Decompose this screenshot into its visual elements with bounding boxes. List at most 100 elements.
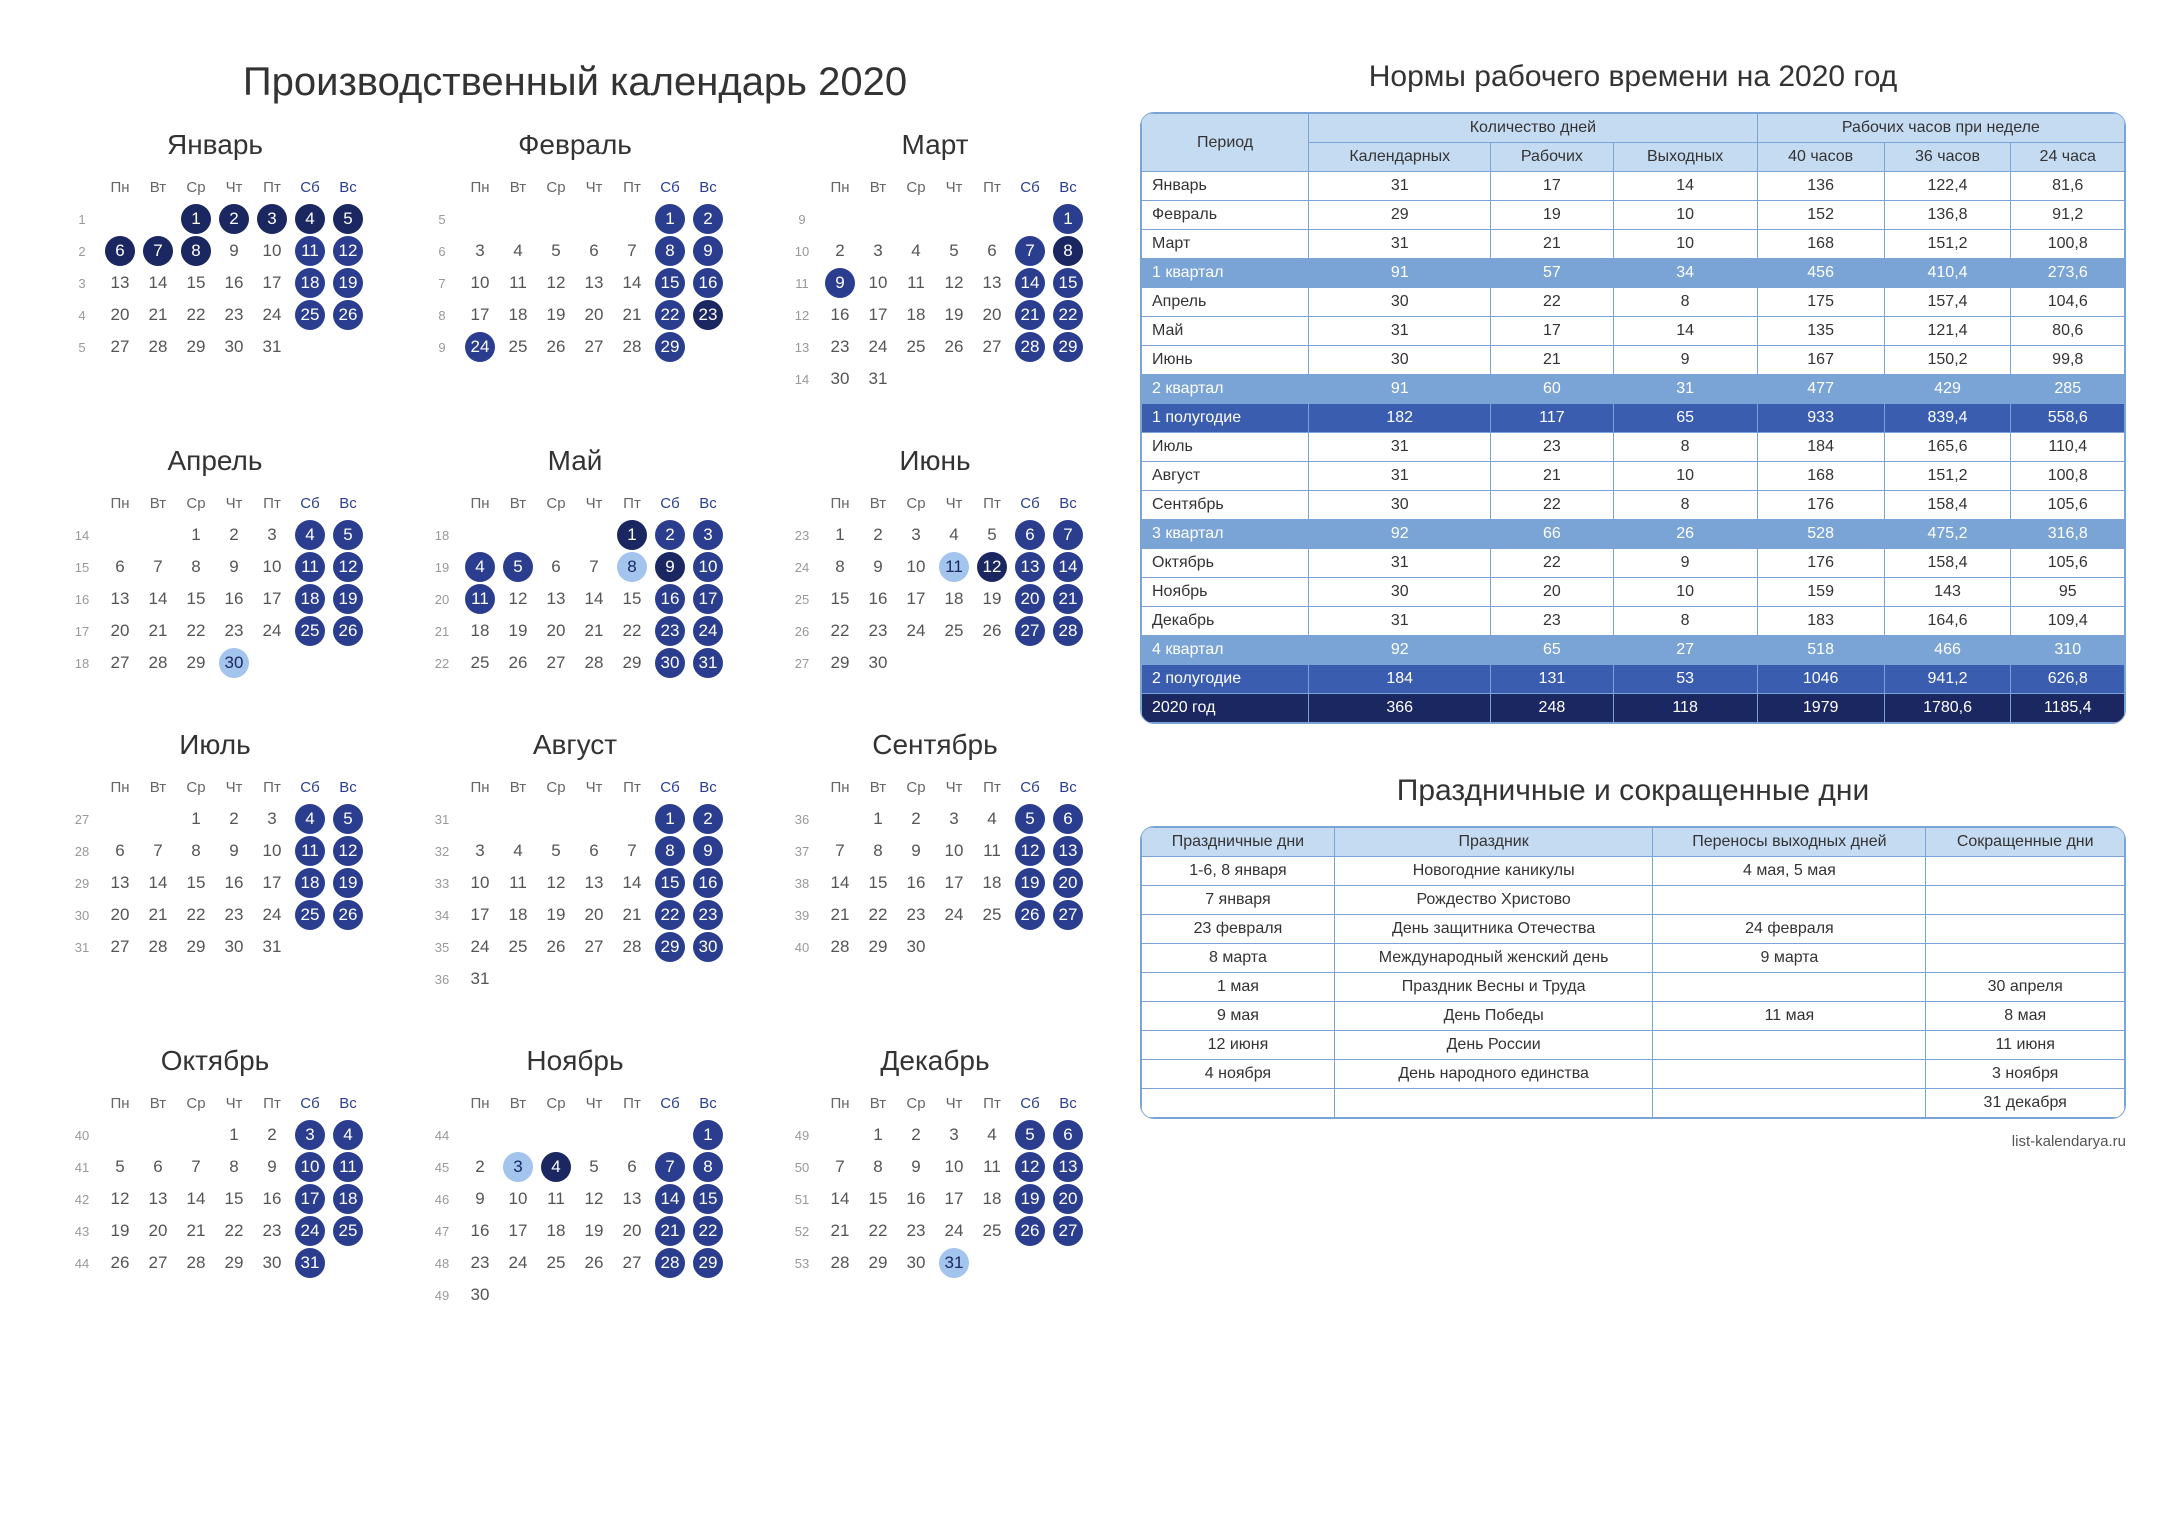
week-number: 28 xyxy=(63,835,101,867)
day-cell: 1 xyxy=(177,203,215,235)
day-cell: 23 xyxy=(897,899,935,931)
day-cell: 10 xyxy=(291,1151,329,1183)
day-cell: 1 xyxy=(1049,203,1087,235)
week-number: 14 xyxy=(63,519,101,551)
day-cell: 28 xyxy=(821,931,859,963)
day-header: Пт xyxy=(973,487,1011,519)
day-cell: 13 xyxy=(101,267,139,299)
norms-cell: Октябрь xyxy=(1142,549,1309,578)
norms-cell: 168 xyxy=(1757,462,1884,491)
day-cell: 26 xyxy=(329,615,367,647)
holidays-cell xyxy=(1653,886,1926,915)
day-cell: 16 xyxy=(253,1183,291,1215)
norms-cell: 10 xyxy=(1613,462,1757,491)
day-cell: 28 xyxy=(651,1247,689,1279)
norms-cell: 410,4 xyxy=(1884,259,2011,288)
day-cell: 31 xyxy=(461,963,499,995)
day-cell: 8 xyxy=(177,835,215,867)
week-number: 26 xyxy=(783,615,821,647)
day-cell: 16 xyxy=(461,1215,499,1247)
day-cell: 5 xyxy=(499,551,537,583)
day-cell: 21 xyxy=(651,1215,689,1247)
week-number: 1 xyxy=(63,203,101,235)
day-cell: 20 xyxy=(101,299,139,331)
day-cell: 18 xyxy=(973,1183,1011,1215)
norms-cell: 81,6 xyxy=(2011,172,2125,201)
day-cell: 3 xyxy=(897,519,935,551)
week-number: 48 xyxy=(423,1247,461,1279)
day-cell: 20 xyxy=(613,1215,651,1247)
day-cell: 13 xyxy=(575,267,613,299)
day-cell: 15 xyxy=(689,1183,727,1215)
day-cell: 21 xyxy=(139,615,177,647)
day-header: Вт xyxy=(859,771,897,803)
day-cell: 18 xyxy=(291,583,329,615)
norms-cell: 91 xyxy=(1309,375,1491,404)
day-cell: 24 xyxy=(253,299,291,331)
day-cell: 25 xyxy=(537,1247,575,1279)
day-cell: 6 xyxy=(1049,803,1087,835)
week-number: 40 xyxy=(783,931,821,963)
calendar-grid: ЯнварьПнВтСрЧтПтСбВс11234526789101112313… xyxy=(50,129,1100,1311)
day-cell: 30 xyxy=(897,931,935,963)
day-cell: 21 xyxy=(821,899,859,931)
day-cell: 21 xyxy=(1049,583,1087,615)
day-cell: 9 xyxy=(215,835,253,867)
day-cell: 11 xyxy=(461,583,499,615)
day-cell: 28 xyxy=(1011,331,1049,363)
norms-cell: 105,6 xyxy=(2011,549,2125,578)
day-cell: 28 xyxy=(139,931,177,963)
norms-cell: 8 xyxy=(1613,607,1757,636)
day-cell: 10 xyxy=(461,267,499,299)
day-cell: 24 xyxy=(689,615,727,647)
day-header: Вт xyxy=(139,1087,177,1119)
day-cell: 24 xyxy=(935,1215,973,1247)
day-cell: 27 xyxy=(101,931,139,963)
day-cell: 19 xyxy=(329,867,367,899)
day-cell: 24 xyxy=(499,1247,537,1279)
holidays-cell xyxy=(1926,857,2125,886)
day-cell: 17 xyxy=(253,867,291,899)
day-header: Пн xyxy=(461,1087,499,1119)
holidays-cell: 8 марта xyxy=(1142,944,1335,973)
day-cell: 17 xyxy=(253,583,291,615)
day-header: Пт xyxy=(973,771,1011,803)
day-cell: 14 xyxy=(613,867,651,899)
holidays-cell: 1 мая xyxy=(1142,973,1335,1002)
day-cell: 22 xyxy=(613,615,651,647)
day-cell: 3 xyxy=(499,1151,537,1183)
day-cell: 9 xyxy=(461,1183,499,1215)
norms-cell: 104,6 xyxy=(2011,288,2125,317)
day-cell: 6 xyxy=(1011,519,1049,551)
norms-cell: 477 xyxy=(1757,375,1884,404)
day-header: Пн xyxy=(821,171,859,203)
day-cell: 31 xyxy=(253,331,291,363)
norms-row: Май311714135121,480,6 xyxy=(1142,317,2125,346)
day-cell: 8 xyxy=(177,235,215,267)
day-cell: 1 xyxy=(651,803,689,835)
norms-cell: 23 xyxy=(1491,607,1613,636)
day-header: Ср xyxy=(537,771,575,803)
week-number: 44 xyxy=(63,1247,101,1279)
day-cell: 12 xyxy=(537,867,575,899)
norms-cell: 164,6 xyxy=(1884,607,2011,636)
week-number: 15 xyxy=(63,551,101,583)
day-cell: 17 xyxy=(291,1183,329,1215)
norms-row: Декабрь31238183164,6109,4 xyxy=(1142,607,2125,636)
norms-cell: 17 xyxy=(1491,317,1613,346)
day-cell: 24 xyxy=(253,899,291,931)
norms-cell: 2 полугодие xyxy=(1142,665,1309,694)
day-header: Вт xyxy=(139,771,177,803)
norms-cell: 157,4 xyxy=(1884,288,2011,317)
day-cell: 19 xyxy=(499,615,537,647)
day-cell: 24 xyxy=(935,899,973,931)
day-cell: 23 xyxy=(461,1247,499,1279)
day-cell: 15 xyxy=(177,867,215,899)
week-number: 37 xyxy=(783,835,821,867)
month: НоябрьПнВтСрЧтПтСбВс44145234567846910111… xyxy=(410,1045,740,1311)
day-header: Пт xyxy=(973,1087,1011,1119)
day-header: Вс xyxy=(689,487,727,519)
week-number: 38 xyxy=(783,867,821,899)
day-header: Вс xyxy=(689,171,727,203)
week-number: 52 xyxy=(783,1215,821,1247)
